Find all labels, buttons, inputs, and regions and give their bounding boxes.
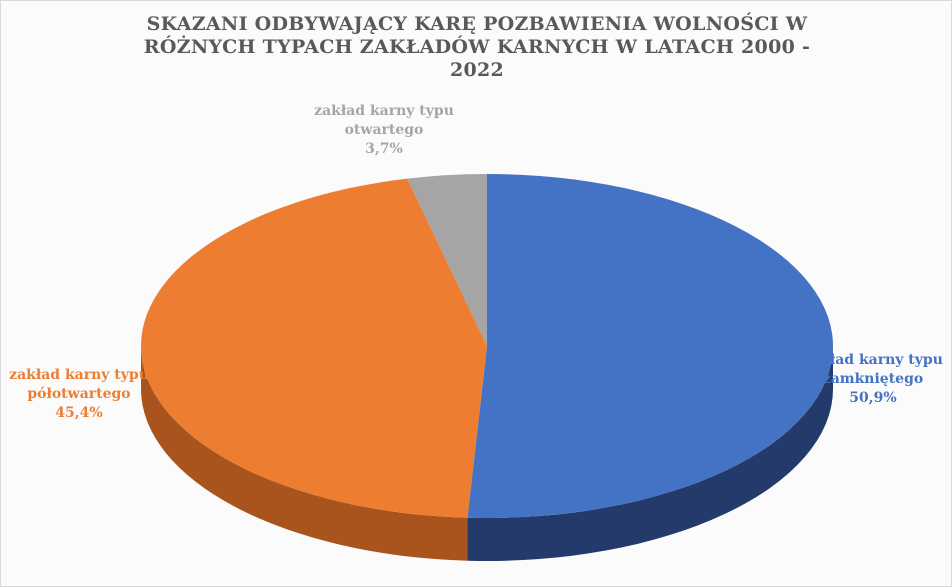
pie-slice-polotwarty xyxy=(141,178,488,518)
slice-label-zamkniety-line-1: zakład karny typu xyxy=(803,352,943,368)
chart-title-line-1: SKAZANI ODBYWAJĄCY KARĘ POZBAWIENIA WOLN… xyxy=(146,13,808,35)
slice-label-otwarty: zakład karny typu otwartego 3,7% xyxy=(314,102,454,159)
slice-label-zamkniety-line-2: zamkniętego xyxy=(822,371,924,387)
pie-slice-zamkniety xyxy=(467,174,834,518)
pie-side-zamkniety xyxy=(467,346,833,561)
slice-value-zamkniety: 50,9% xyxy=(849,390,897,406)
chart-title-line-2: RÓŻNYCH TYPACH ZAKŁADÓW KARNYCH W LATACH… xyxy=(143,36,811,58)
slice-label-otwarty-line-1: zakład karny typu xyxy=(314,103,454,119)
slice-label-zamkniety: zakład karny typu zamkniętego 50,9% xyxy=(803,351,943,408)
slice-label-polotwarty-line-2: półotwartego xyxy=(27,386,131,402)
slice-value-otwarty: 3,7% xyxy=(365,141,403,157)
pie-side-polotwarty xyxy=(141,346,468,561)
slice-label-polotwarty: zakład karny typu półotwartego 45,4% xyxy=(9,366,149,423)
pie-slice-otwarty xyxy=(407,174,487,346)
slice-label-otwarty-line-2: otwartego xyxy=(344,122,424,138)
chart-title: SKAZANI ODBYWAJĄCY KARĘ POZBAWIENIA WOLN… xyxy=(1,13,952,82)
chart-title-line-3: 2022 xyxy=(449,59,505,81)
slice-label-polotwarty-line-1: zakład karny typu xyxy=(9,367,149,383)
slice-value-polotwarty: 45,4% xyxy=(55,405,103,421)
